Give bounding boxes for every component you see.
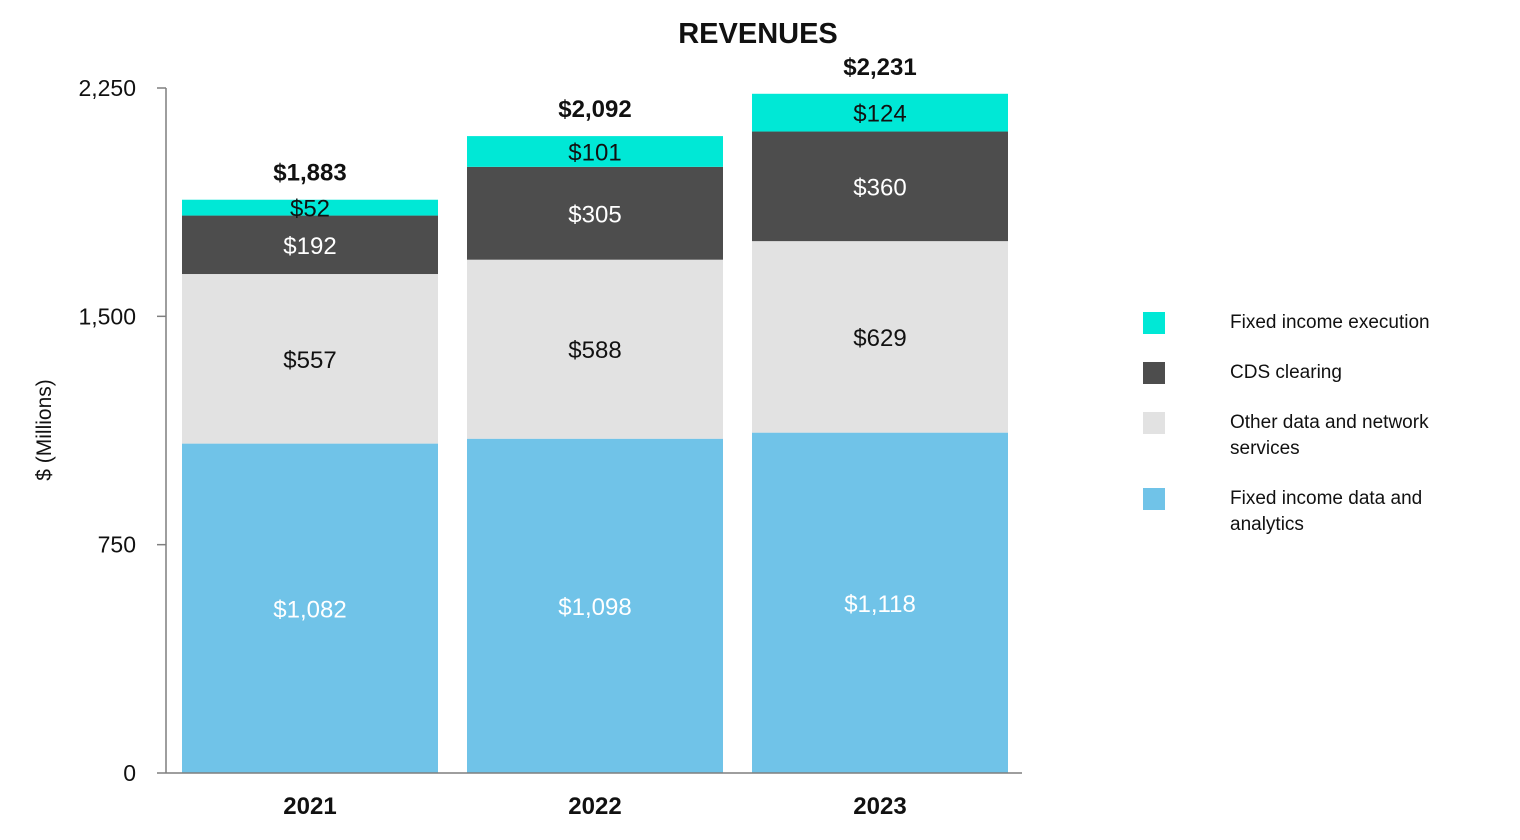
data-label-other-data-and-network-services-2023: $629 xyxy=(853,325,906,352)
data-label-fixed-income-execution-2022: $101 xyxy=(568,139,621,166)
legend-label: Fixed income execution xyxy=(1230,312,1430,333)
total-label-2021: $1,883 xyxy=(273,160,346,187)
y-tick-label: 1,500 xyxy=(78,303,136,329)
legend-label: Fixed income data and analytics xyxy=(1230,488,1423,535)
y-axis-label: $ (Millions) xyxy=(33,379,56,481)
bars-layer xyxy=(182,93,1008,773)
data-label-other-data-and-network-services-2021: $557 xyxy=(283,347,336,374)
bar-segment-other-data-and-network-services-2022 xyxy=(467,259,723,439)
bar-segment-fixed-income-data-and-analytics-2021 xyxy=(182,443,438,773)
x-tick-label-2023: 2023 xyxy=(853,793,906,820)
data-label-fixed-income-execution-2021: $52 xyxy=(290,196,330,223)
bar-segment-fixed-income-data-and-analytics-2023 xyxy=(752,432,1008,773)
data-label-cds-clearing-2023: $360 xyxy=(853,174,906,201)
bar-segment-cds-clearing-2022 xyxy=(467,166,723,260)
bar-segment-fixed-income-execution-2021 xyxy=(182,199,438,216)
data-label-fixed-income-execution-2023: $124 xyxy=(853,101,906,128)
bar-segment-fixed-income-execution-2022 xyxy=(467,136,723,167)
legend-swatch-cds-clearing xyxy=(1143,362,1165,384)
bar-segment-other-data-and-network-services-2023 xyxy=(752,241,1008,433)
y-tick-label: 750 xyxy=(98,532,136,558)
data-label-fixed-income-data-and-analytics-2022: $1,098 xyxy=(558,594,631,621)
axes-layer xyxy=(157,87,1022,774)
legend-label: CDS clearing xyxy=(1230,362,1342,383)
bar-segment-other-data-and-network-services-2021 xyxy=(182,274,438,444)
y-tick-label: 2,250 xyxy=(78,75,136,101)
labels-layer: $1,082 $557 $192 $52 $1,883 2021 $1,098 $588 $30… xyxy=(78,54,916,820)
data-label-fixed-income-data-and-analytics-2023: $1,118 xyxy=(844,591,916,618)
total-label-2022: $2,092 xyxy=(558,96,631,123)
data-label-cds-clearing-2022: $305 xyxy=(568,201,621,228)
legend-swatch-fixed-income-execution xyxy=(1143,312,1165,334)
x-tick-label-2022: 2022 xyxy=(568,793,621,820)
data-label-other-data-and-network-services-2022: $588 xyxy=(568,337,621,364)
bar-segment-cds-clearing-2021 xyxy=(182,215,438,275)
chart-title: REVENUES xyxy=(678,18,838,50)
data-label-fixed-income-data-and-analytics-2021: $1,082 xyxy=(273,596,346,623)
data-label-cds-clearing-2021: $192 xyxy=(283,233,336,260)
legend-label: Other data and network services xyxy=(1230,412,1429,459)
total-label-2023: $2,231 xyxy=(843,54,916,81)
legend-swatch-fixed-income-data-and-analytics xyxy=(1143,488,1165,510)
x-tick-label-2021: 2021 xyxy=(283,793,336,820)
bar-segment-cds-clearing-2023 xyxy=(752,131,1008,242)
legend-swatch-other-data-and-network-services xyxy=(1143,412,1165,434)
y-tick-label: 0 xyxy=(123,760,136,786)
bar-segment-fixed-income-execution-2023 xyxy=(752,93,1008,132)
bar-segment-fixed-income-data-and-analytics-2022 xyxy=(467,438,723,773)
